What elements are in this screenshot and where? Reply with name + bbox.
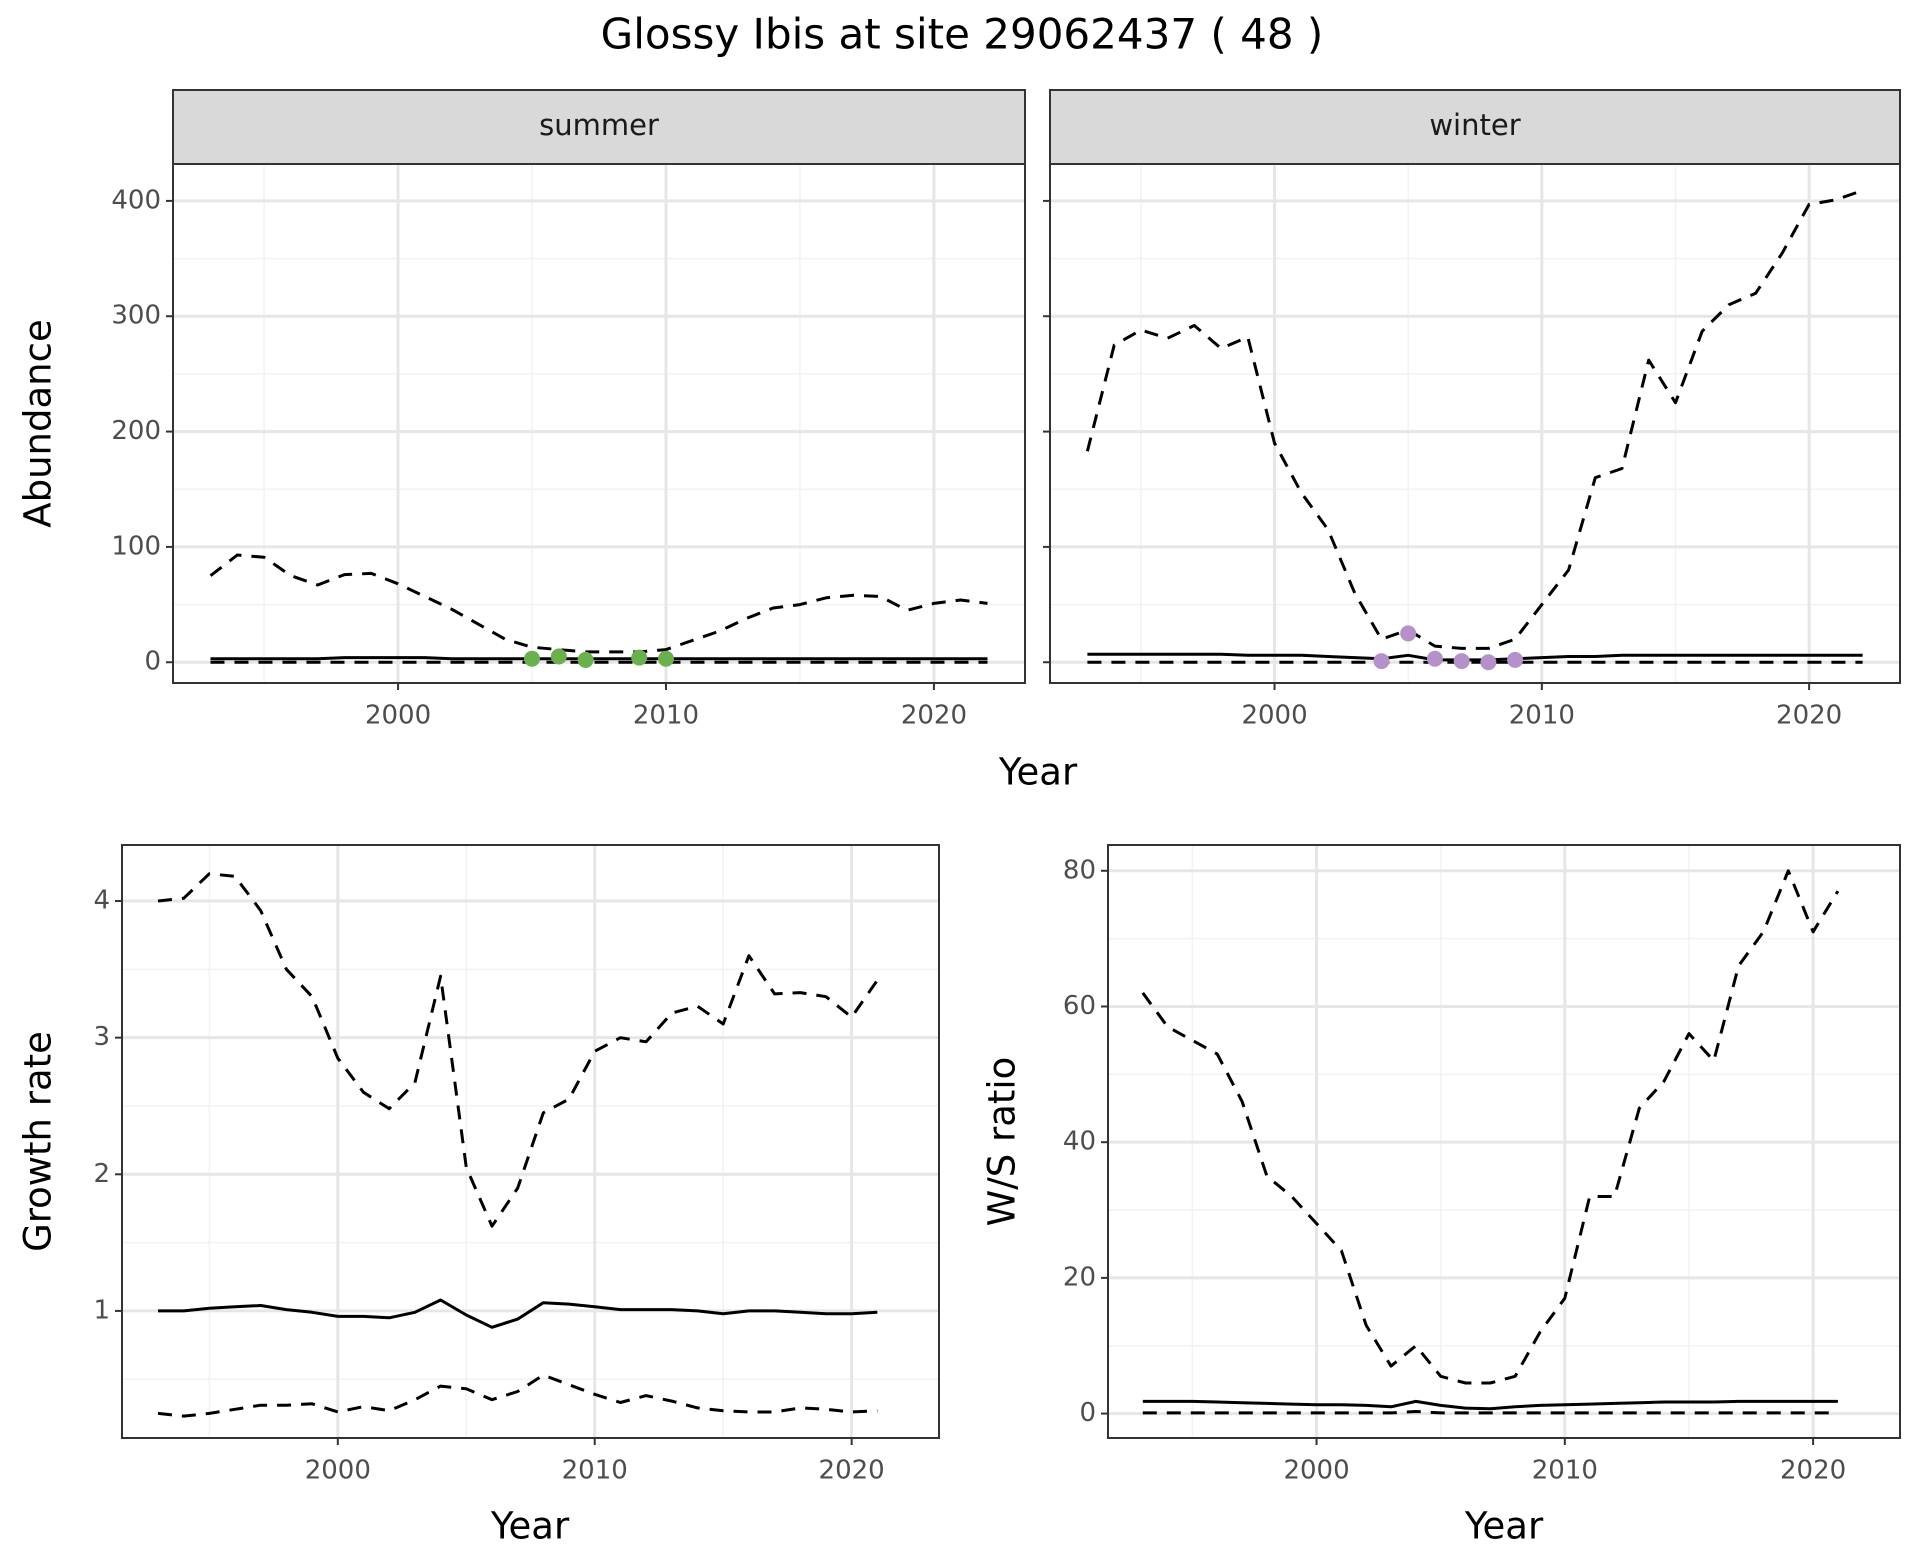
series-line [210, 656, 988, 661]
y-tick-label: 20 [1063, 1262, 1096, 1292]
x-tick-label: 2000 [1283, 1456, 1349, 1486]
y-tick-label: 1 [93, 1295, 110, 1325]
x-tick-label: 2010 [1532, 1456, 1598, 1486]
series-line [1085, 189, 1864, 650]
series-line [1142, 1399, 1838, 1411]
x-tick-label: 2010 [1509, 701, 1575, 731]
y-tick-label: 3 [93, 1022, 110, 1052]
x-tick-label: 2020 [1776, 701, 1842, 731]
series-line [1142, 1410, 1838, 1415]
y-tick-label: 100 [111, 531, 161, 561]
data-point [1480, 654, 1497, 671]
panel-background [1050, 164, 1900, 683]
data-point [631, 649, 648, 666]
x-tick-label: 2010 [562, 1456, 628, 1486]
data-point [657, 650, 674, 667]
facet-label: summer [539, 108, 659, 142]
data-point [1373, 653, 1390, 670]
x-tick-label: 2000 [305, 1456, 371, 1486]
y-tick-label: 60 [1063, 991, 1096, 1021]
y-axis-title: Abundance [17, 319, 60, 527]
data-point [1507, 651, 1524, 668]
figure-title: Glossy Ibis at site 29062437 ( 48 ) [601, 10, 1324, 59]
x-tick-label: 2020 [1780, 1456, 1846, 1486]
y-tick-label: 300 [111, 301, 161, 331]
panel-border [1107, 844, 1901, 1439]
x-tick-label: 2020 [819, 1456, 885, 1486]
x-axis-title: Year [490, 1505, 570, 1548]
data-point [524, 650, 541, 667]
series-line [1141, 869, 1840, 1385]
x-tick-label: 2020 [901, 701, 967, 731]
y-tick-label: 4 [93, 886, 110, 916]
series-line [209, 553, 988, 654]
x-tick-label: 2000 [365, 701, 431, 731]
series-line [1087, 652, 1863, 662]
facet-strip [1049, 89, 1901, 165]
y-tick-label: 80 [1063, 855, 1096, 885]
x-axis-title: Year [998, 751, 1078, 794]
x-axis-title: Year [1464, 1505, 1544, 1548]
y-tick-label: 40 [1063, 1127, 1096, 1157]
data-point [1426, 650, 1443, 667]
series-line [158, 1298, 878, 1329]
y-tick-label: 400 [111, 185, 161, 215]
y-tick-label: 0 [144, 647, 161, 677]
data-point [550, 648, 567, 665]
y-tick-label: 0 [1079, 1398, 1096, 1428]
data-point [1400, 625, 1417, 642]
y-tick-label: 2 [93, 1159, 110, 1189]
series-line [157, 872, 879, 1228]
data-point [577, 651, 594, 668]
x-tick-label: 2010 [633, 701, 699, 731]
y-tick-label: 200 [111, 416, 161, 446]
panel-background [122, 845, 939, 1438]
facet-label: winter [1429, 108, 1520, 142]
panel-border [121, 844, 940, 1439]
y-axis-title: W/S ratio [981, 1057, 1024, 1227]
facet-strip [172, 89, 1026, 165]
panel-background [173, 164, 1025, 683]
x-tick-label: 2000 [1241, 701, 1307, 731]
data-point [1453, 653, 1470, 670]
y-axis-title: Growth rate [17, 1031, 60, 1252]
series-line [157, 1373, 878, 1418]
